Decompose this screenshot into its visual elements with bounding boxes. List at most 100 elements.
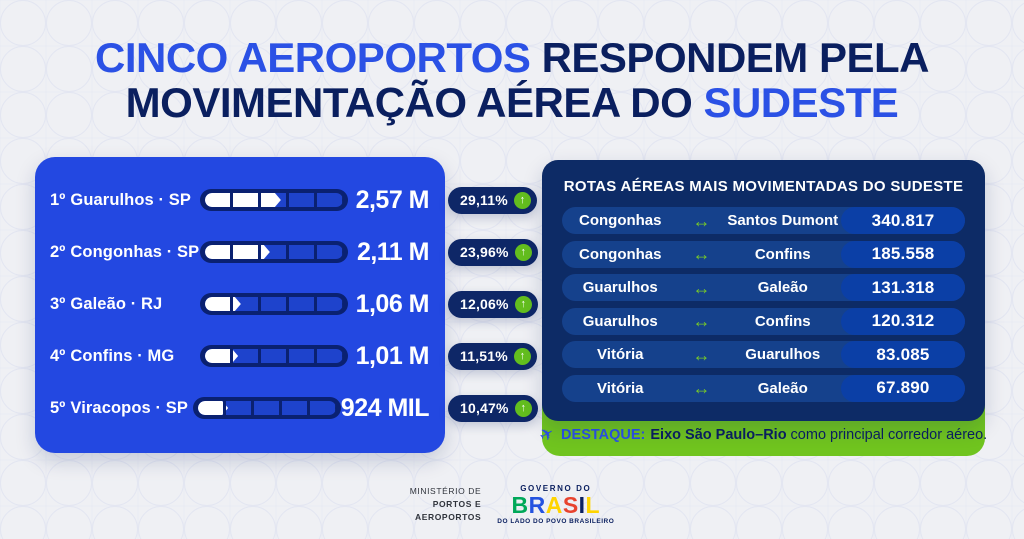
traffic-bar [200,345,348,367]
airport-label: 4º Confins · MG [50,347,200,366]
traffic-bar-track [205,297,343,311]
share-badges-column: 29,11% ↑ 23,96% ↑ 12,06% ↑ 11,51% ↑ 10,47% ↑ [448,157,538,453]
route-row: Guarulhos ↔ Confins 120.312 [562,307,965,335]
share-badge-slot: 12,06% ↑ [448,278,538,330]
route-destination: Santos Dumont [727,212,839,229]
trend-up-icon: ↑ [514,295,532,313]
share-badge-slot: 23,96% ↑ [448,226,538,278]
airport-ranking-panel: 1º Guarulhos · SP 2,57 M 2º Congonhas · SP 2,… [35,157,445,453]
ministry-line-3: AEROPORTOS [414,511,482,522]
share-badge: 29,11% ↑ [448,186,537,214]
airport-name: Viracopos · SP [70,398,188,417]
traffic-bar-segments [205,297,343,311]
double-arrow-icon: ↔ [692,344,711,365]
airport-label: 3º Galeão · RJ [50,295,200,314]
airport-row: 1º Guarulhos · SP 2,57 M [50,174,430,226]
airport-label: 2º Congonhas · SP [50,243,200,262]
airport-row: 2º Congonhas · SP 2,11 M [50,226,430,278]
title-rest-2: MOVIMENTAÇÃO AÉREA DO [125,78,704,126]
route-origin: Guarulhos [582,279,658,296]
brasil-letter: B [511,491,529,518]
gov-logo-top-text: GOVERNO DO [520,483,592,493]
traffic-bar-segments [205,349,343,363]
share-badge-slot: 11,51% ↑ [448,330,538,382]
page-title: CINCO AEROPORTOS RESPONDEM PELA MOVIMENT… [0,34,1024,126]
route-row: Congonhas ↔ Confins 185.558 [562,240,965,268]
airport-name: Congonhas · SP [70,242,200,261]
route-origin: Vitória [597,379,644,397]
title-highlight-1: CINCO AEROPORTOS [95,34,531,81]
route-origin: Guarulhos [582,312,658,330]
airport-rank: 3º [50,294,66,313]
double-arrow-icon: ↔ [692,311,711,331]
airport-value: 924 MIL [340,393,430,422]
route-pair: Vitória ↔ Galeão [562,379,841,397]
brasil-letter: I [578,491,586,518]
route-destination: Confins [754,312,811,330]
footer: MINISTÉRIO DE PORTOS E AEROPORTOS GOVERN… [0,484,1024,525]
route-destination: Confins [754,245,811,263]
airplane-icon: ✈ [535,422,558,447]
routes-section: ✈ DESTAQUE: Eixo São Paulo–Rio como prin… [536,160,988,456]
route-value: 131.318 [841,274,965,301]
share-percent: 11,51% [460,348,508,364]
route-pair: Congonhas ↔ Confins [562,245,841,263]
airport-rank: 2º [50,242,66,261]
destaque-text: como principal corredor aéreo. [790,427,988,443]
airport-rank: 4º [50,346,66,365]
route-row: Congonhas ↔ Santos Dumont 340.817 [562,207,965,234]
brasil-letter: A [545,491,563,518]
route-pair: Guarulhos ↔ Confins [562,312,841,330]
share-percent: 12,06% [460,296,509,312]
routes-header: ROTAS AÉREAS MAIS MOVIMENTADAS DO SUDEST… [563,178,964,195]
traffic-bar-track [205,245,343,259]
route-value: 120.312 [841,307,965,335]
routes-panel: ROTAS AÉREAS MAIS MOVIMENTADAS DO SUDEST… [542,160,985,421]
airport-row: 3º Galeão · RJ 1,06 M [50,278,430,330]
title-line-1: CINCO AEROPORTOS RESPONDEM PELA [0,34,1024,81]
route-row: Vitória ↔ Guarulhos 83.085 [562,341,965,368]
traffic-bar [192,397,341,419]
airport-label: 1º Guarulhos · SP [50,191,200,210]
airport-value: 2,11 M [356,237,430,266]
share-badge-slot: 29,11% ↑ [448,174,538,226]
route-destination: Galeão [757,279,808,296]
traffic-bar [200,293,348,315]
destaque-label: DESTAQUE: [561,427,646,443]
airport-rank: 5º [50,398,66,417]
governo-do-brasil-logo: GOVERNO DO BRASIL DO LADO DO POVO BRASIL… [497,484,614,525]
airport-label: 5º Viracopos · SP [50,399,193,418]
brasil-letter: L [585,491,601,518]
trend-up-icon: ↑ [513,191,531,209]
airport-value: 1,01 M [355,341,430,370]
route-destination: Guarulhos [745,346,821,363]
share-percent: 23,96% [460,244,509,260]
traffic-bar [200,189,348,211]
route-origin: Congonhas [579,245,662,263]
ministry-line-1: MINISTÉRIO DE [409,485,482,496]
route-value: 67.890 [841,374,965,402]
ministry-logo: MINISTÉRIO DE PORTOS E AEROPORTOS [410,485,482,525]
brasil-letter: R [528,491,546,518]
share-badge: 11,51% ↑ [448,342,537,370]
airport-row: 4º Confins · MG 1,01 M [50,330,430,382]
route-pair: Congonhas ↔ Santos Dumont [562,212,841,230]
share-badge: 10,47% ↑ [448,394,538,422]
traffic-bar-track [205,349,343,363]
airport-row: 5º Viracopos · SP 924 MIL [50,382,430,434]
traffic-bar-track [197,401,336,415]
brasil-letter: S [562,491,579,518]
gov-logo-bottom-text: DO LADO DO POVO BRASILEIRO [497,518,615,525]
traffic-bar-segments [205,193,343,207]
traffic-bar-segments [205,245,343,259]
airport-rank: 1º [50,190,66,209]
double-arrow-icon: ↔ [692,210,711,231]
route-value: 340.817 [841,207,965,234]
route-origin: Congonhas [579,212,662,229]
ministry-line-2: PORTOS E [432,498,482,509]
airport-value: 2,57 M [355,185,430,214]
trend-up-icon: ↑ [513,347,531,365]
routes-rows: Congonhas ↔ Santos Dumont 340.817 Congonhas ↔… [542,207,985,402]
brasil-wordmark: BRASIL [497,491,614,518]
